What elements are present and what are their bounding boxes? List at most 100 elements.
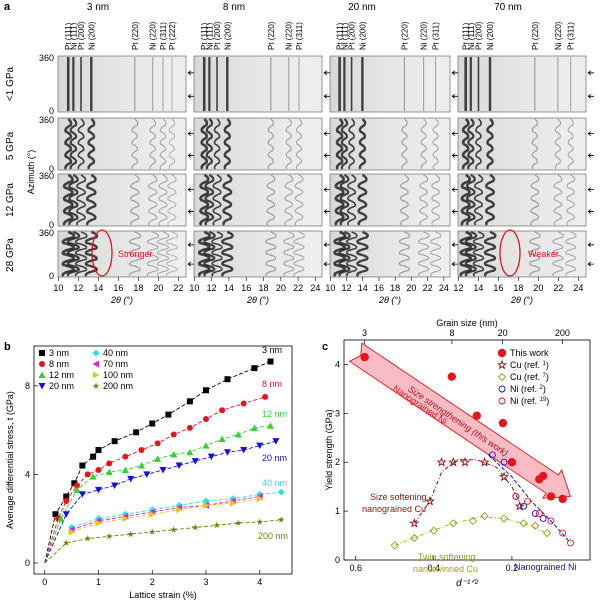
data-point bbox=[488, 451, 496, 459]
peak-label: Pt (220) bbox=[267, 21, 276, 50]
peak-label: Pt (222) bbox=[168, 21, 177, 50]
arrow-icon bbox=[323, 93, 330, 99]
y-tick-label: 3 bbox=[335, 408, 340, 418]
diffraction-line bbox=[464, 230, 478, 277]
y-tick-0: 0 bbox=[49, 220, 54, 230]
diffraction-line bbox=[400, 174, 409, 226]
y-tick-360: 360 bbox=[39, 115, 54, 125]
weaker-label: Weaker bbox=[528, 249, 559, 259]
x-tick-label: 12 bbox=[73, 283, 83, 293]
data-point bbox=[90, 453, 97, 460]
data-point bbox=[170, 526, 178, 533]
diffraction-image bbox=[329, 117, 451, 171]
diffraction-line bbox=[211, 231, 224, 277]
legend-label: 20 nm bbox=[49, 381, 74, 391]
data-point bbox=[480, 511, 489, 521]
x-tick-label: 16 bbox=[493, 283, 503, 293]
x-tick-label: 12 bbox=[207, 283, 217, 293]
arrow-icon bbox=[323, 261, 330, 267]
fit-line bbox=[44, 519, 282, 564]
data-point bbox=[84, 471, 91, 478]
data-point bbox=[191, 523, 199, 531]
data-point bbox=[62, 511, 70, 518]
diffraction-line bbox=[62, 173, 74, 226]
diffraction-line bbox=[84, 230, 99, 277]
two-theta-label: 2θ (°) bbox=[110, 295, 133, 305]
x-tick-label: 20 bbox=[276, 283, 286, 293]
diffraction-line bbox=[204, 174, 215, 226]
data-point bbox=[122, 453, 129, 460]
diffraction-line bbox=[283, 231, 295, 277]
x-tick-label: 16 bbox=[374, 283, 384, 293]
diffraction-line bbox=[167, 174, 177, 226]
data-point bbox=[410, 533, 419, 543]
twin-softening-label: nanotwinned Cu bbox=[413, 564, 478, 574]
data-point bbox=[519, 519, 528, 528]
data-point bbox=[277, 488, 285, 496]
top-axis-label: Grain size (nm) bbox=[436, 318, 498, 328]
data-point bbox=[68, 528, 76, 536]
data-point bbox=[127, 530, 135, 538]
data-point bbox=[73, 486, 81, 493]
peak-label: Ni (111) bbox=[467, 22, 476, 50]
diffraction-line bbox=[149, 118, 157, 170]
diffraction-line bbox=[554, 118, 562, 170]
diffraction-line bbox=[430, 231, 442, 277]
diffraction-line bbox=[483, 230, 497, 277]
curve-label: 3 nm bbox=[262, 345, 282, 355]
diffraction-line bbox=[293, 231, 305, 277]
data-point bbox=[251, 365, 258, 372]
diffraction-line bbox=[221, 230, 234, 277]
diffraction-line bbox=[565, 231, 577, 277]
diffraction-line bbox=[77, 118, 85, 170]
data-point bbox=[203, 416, 209, 423]
diffraction-line bbox=[213, 118, 221, 170]
peak-label: Ni (200) bbox=[486, 21, 495, 50]
y-tick-360: 360 bbox=[39, 53, 54, 63]
two-theta-label: 2θ (°) bbox=[378, 295, 401, 305]
panel-b: 0 1 2 3 4 0 4 8 Lattice strain (%) Average differ… bbox=[5, 345, 293, 600]
x-tick-label: 10 bbox=[53, 283, 63, 293]
data-point bbox=[154, 455, 162, 462]
data-point bbox=[105, 532, 113, 540]
arrow-icon bbox=[187, 93, 194, 99]
data-point bbox=[148, 528, 156, 535]
diffraction-line bbox=[223, 118, 232, 170]
diffraction-line bbox=[128, 231, 142, 277]
arrow-shape bbox=[348, 342, 572, 499]
data-point bbox=[127, 475, 135, 483]
arrow-icon bbox=[187, 131, 194, 136]
data-point bbox=[95, 447, 102, 454]
diffraction-line bbox=[553, 174, 563, 226]
data-point bbox=[202, 442, 210, 449]
diffraction-line bbox=[356, 230, 369, 277]
data-point bbox=[449, 519, 458, 528]
peak-label: Pt (220) bbox=[131, 21, 140, 50]
peak-label: Ni (220) bbox=[554, 21, 563, 50]
diffraction-line bbox=[266, 174, 276, 226]
legend-label: Ni (ref. 19) bbox=[510, 396, 549, 406]
arrow-icon bbox=[187, 261, 194, 267]
data-point bbox=[234, 431, 242, 438]
peak-label: Pt (220) bbox=[400, 21, 409, 50]
nanograined-ni-bottom-label: Nanograined Ni bbox=[514, 562, 577, 572]
legend-label: This work bbox=[510, 348, 549, 358]
data-point bbox=[203, 501, 210, 509]
data-point bbox=[79, 462, 86, 469]
diffraction-line bbox=[485, 173, 496, 226]
legend-label: 70 nm bbox=[103, 359, 128, 369]
data-point bbox=[498, 418, 508, 428]
diffraction-line bbox=[465, 174, 476, 226]
diffraction-line bbox=[335, 117, 344, 170]
x-tick-label: 1 bbox=[96, 577, 101, 587]
weaker-ellipse bbox=[499, 229, 521, 277]
x-tick-label: 14 bbox=[93, 283, 103, 293]
diffraction-line bbox=[285, 118, 292, 170]
x-tick-label: 14 bbox=[473, 283, 483, 293]
diffraction-line bbox=[348, 118, 356, 170]
data-point bbox=[234, 519, 242, 526]
x-tick-label: 0.6 bbox=[349, 563, 362, 573]
data-point bbox=[71, 480, 78, 487]
y-tick-label: 4 bbox=[25, 469, 30, 479]
data-point bbox=[63, 497, 70, 504]
